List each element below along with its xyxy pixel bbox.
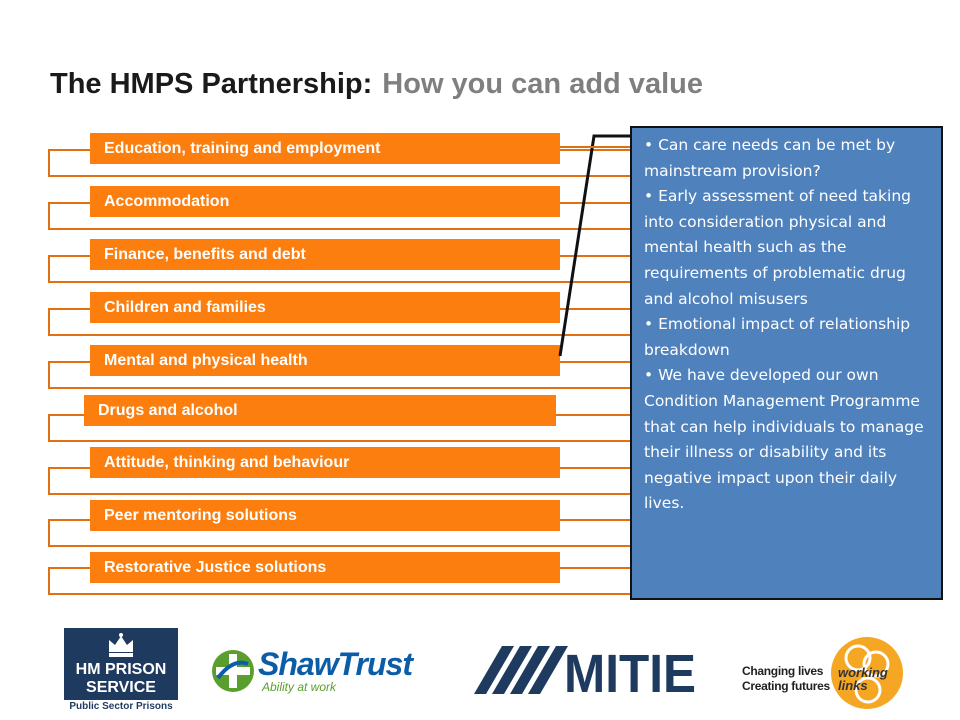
- pathway-label: Peer mentoring solutions: [104, 507, 297, 524]
- pathway-bar-children: Children and families: [90, 292, 560, 323]
- shaw-trust-name: ShawTrust: [258, 646, 413, 682]
- panel-bullet: • Emotional impact of relationship break…: [644, 315, 911, 359]
- wl-slogan1: Changing lives: [742, 664, 824, 678]
- shaw-trust-tagline: Ability at work: [262, 680, 337, 694]
- pathway-label: Mental and physical health: [104, 352, 308, 369]
- wl-name: working links: [838, 665, 888, 693]
- pathway-bar-attitude: Attitude, thinking and behaviour: [90, 447, 560, 478]
- pathway-label: Restorative Justice solutions: [104, 559, 327, 576]
- title-main: The HMPS Partnership:: [50, 68, 373, 100]
- wl-slogan2: Creating futures: [742, 679, 830, 693]
- hmps-line1: HM PRISON: [75, 661, 167, 678]
- pathway-label: Children and families: [104, 299, 266, 316]
- working-links-logo: Changing lives Creating futures working …: [742, 634, 922, 714]
- pathway-bar-finance: Finance, benefits and debt: [90, 239, 560, 270]
- mitie-logo: MITIE: [474, 644, 696, 698]
- pathway-bar-drugs: Drugs and alcohol: [84, 395, 556, 426]
- working-links-mark-icon: [831, 637, 903, 709]
- info-panel: • Can care needs can be met by mainstrea…: [630, 126, 943, 600]
- shaw-trust-logo: ShawTrust Ability at work: [210, 646, 420, 698]
- mitie-name: MITIE: [564, 644, 696, 698]
- hm-prison-service-logo: HM PRISON SERVICE Public Sector Prisons: [64, 628, 178, 714]
- pathway-bar-mental-health: Mental and physical health: [90, 345, 560, 376]
- pathway-bar-accommodation: Accommodation: [90, 186, 560, 217]
- pathway-label: Drugs and alcohol: [98, 402, 238, 419]
- pathway-bar-education: Education, training and employment: [90, 133, 560, 164]
- pathway-bar-peer-mentoring: Peer mentoring solutions: [90, 500, 560, 531]
- partner-logos: HM PRISON SERVICE Public Sector Prisons …: [0, 620, 960, 720]
- hmps-line3: Public Sector Prisons: [64, 700, 178, 714]
- shaw-trust-mark-icon: [212, 650, 254, 692]
- pathway-bar-restorative-justice: Restorative Justice solutions: [90, 552, 560, 583]
- panel-bullet: • We have developed our own Condition Ma…: [644, 366, 924, 513]
- title-sub: How you can add value: [382, 68, 703, 100]
- panel-bullet: • Early assessment of need taking into c…: [644, 187, 911, 308]
- page-title: The HMPS Partnership: How you can add val…: [50, 68, 703, 101]
- pathway-label: Finance, benefits and debt: [104, 246, 306, 263]
- panel-bullet: • Can care needs can be met by mainstrea…: [644, 136, 896, 180]
- pathway-label: Attitude, thinking and behaviour: [104, 454, 350, 471]
- pathway-label: Accommodation: [104, 193, 230, 210]
- pathway-label: Education, training and employment: [104, 140, 381, 157]
- crown-icon: [109, 633, 133, 657]
- hmps-line2: SERVICE: [86, 679, 156, 696]
